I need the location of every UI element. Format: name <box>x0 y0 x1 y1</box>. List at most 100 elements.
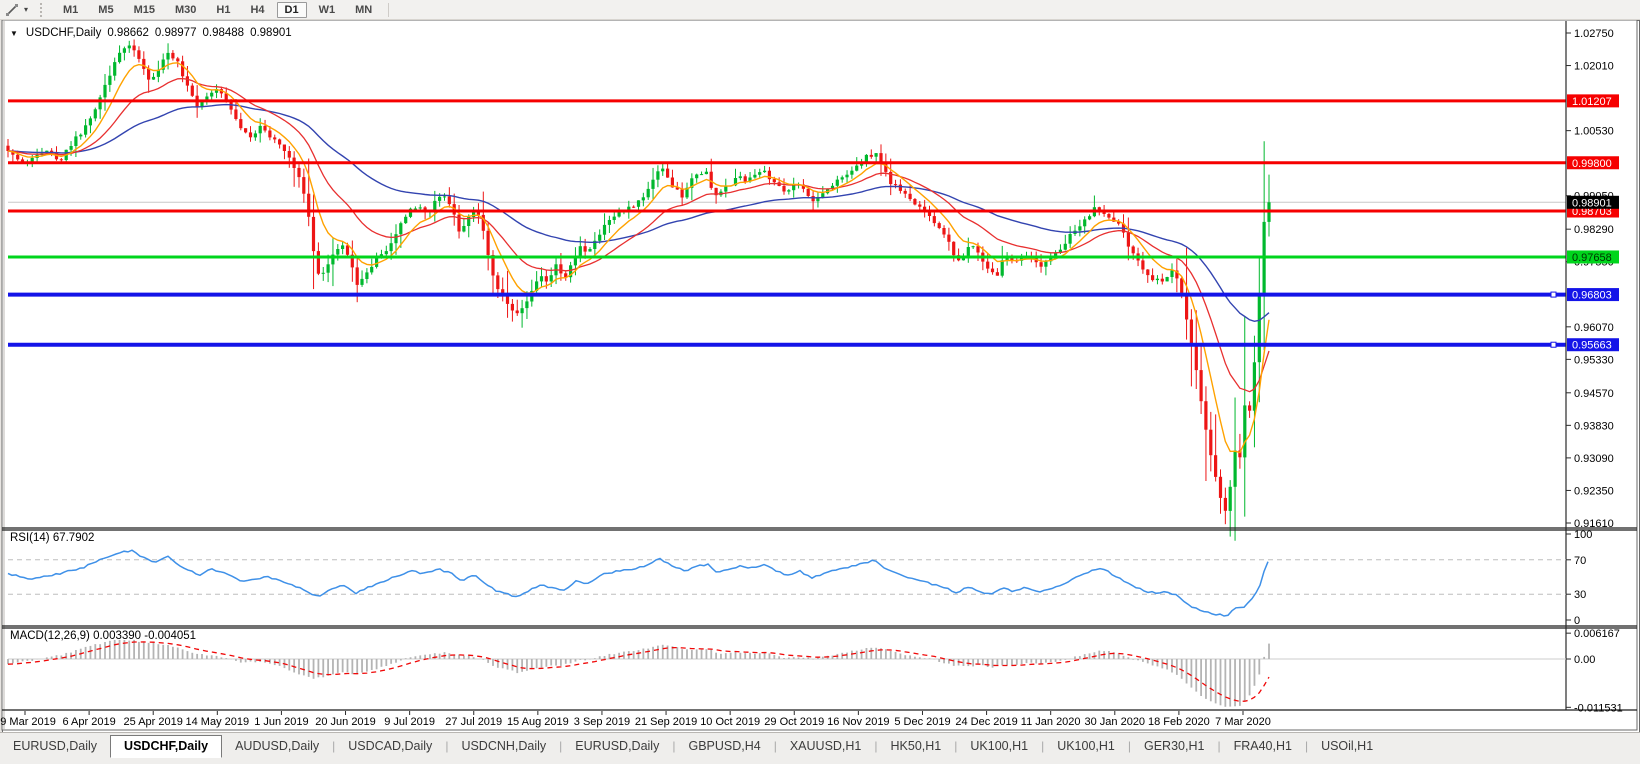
price-tick-label: 0.93090 <box>1574 453 1614 465</box>
tab-hk50-h1[interactable]: HK50,H1 <box>890 739 942 753</box>
tab-separator-icon: | <box>1304 739 1309 753</box>
macd-tick-label: -0.011531 <box>1574 702 1623 714</box>
line-handle-icon[interactable] <box>1550 291 1557 298</box>
tab-separator-icon: | <box>672 739 676 753</box>
date-tick-label: 21 Sep 2019 <box>635 716 697 728</box>
tab-uk100-h1[interactable]: UK100,H1 <box>970 739 1029 753</box>
tab-ger30-h1[interactable]: GER30,H1 <box>1144 739 1205 753</box>
price-tick-label: 0.91610 <box>1574 518 1614 530</box>
price-tick-label: 0.96070 <box>1574 322 1614 334</box>
dropdown-caret-icon[interactable]: ▾ <box>23 5 28 14</box>
tab-separator-icon: | <box>445 739 449 753</box>
toolbar-separator <box>388 2 390 17</box>
macd-indicator-label: MACD(12,26,9) 0.003390 -0.004051 <box>10 630 197 642</box>
timeframe-button-m5[interactable]: M5 <box>98 3 114 16</box>
date-tick-label: 11 Jan 2020 <box>1021 716 1081 728</box>
date-tick-label: 27 Jul 2019 <box>445 716 502 728</box>
date-tick-label: 25 Apr 2019 <box>124 716 183 728</box>
date-tick-label: 19 Mar 2019 <box>0 716 56 728</box>
tab-audusd-daily[interactable]: AUDUSD,Daily <box>235 739 320 753</box>
date-tick-label: 7 Mar 2020 <box>1215 716 1271 728</box>
tab-separator-icon: | <box>1127 739 1131 753</box>
chart-tab-bar: EURUSD,Daily USDCHF,Daily AUDUSD,Daily | USD… <box>0 732 1640 764</box>
macd-signal-line <box>7 641 1270 703</box>
line-handle-icon[interactable] <box>1550 341 1557 348</box>
ohlc-close: 0.98901 <box>250 27 292 39</box>
price-level-label-text: 0.97658 <box>1572 252 1612 264</box>
price-tick-label: 1.00530 <box>1574 126 1614 138</box>
price-level-label-box[interactable] <box>1567 156 1619 170</box>
macd-tick-label: 0.006167 <box>1574 628 1620 640</box>
rsi-tick-label: 70 <box>1574 555 1586 567</box>
ohlc-open: 0.98662 <box>107 27 149 39</box>
ohlc-low: 0.98488 <box>202 27 245 39</box>
timeframe-button-d1[interactable]: D1 <box>276 1 307 18</box>
ohlc-high: 0.98977 <box>154 27 197 39</box>
collapse-indicator-icon[interactable]: ▼ <box>10 28 18 38</box>
tab-usoil-h1[interactable]: USOil,H1 <box>1321 739 1374 753</box>
tab-usdchf-daily[interactable]: USDCHF,Daily <box>110 735 223 758</box>
timeframe-button-m15[interactable]: M15 <box>133 3 155 16</box>
timeframe-button-w1[interactable]: W1 <box>318 3 336 16</box>
tab-separator-icon: | <box>954 739 958 753</box>
price-level-label-text: 1.01207 <box>1572 96 1612 108</box>
rsi-tick-label: 100 <box>1574 529 1592 541</box>
date-tick-label: 29 Oct 2019 <box>764 716 824 728</box>
date-tick-label: 1 Jun 2019 <box>254 716 308 728</box>
date-tick-label: 24 Dec 2019 <box>955 716 1017 728</box>
rsi-tick-label: 30 <box>1574 589 1586 601</box>
timeframe-button-mn[interactable]: MN <box>355 3 373 16</box>
tab-gbpusd-h4[interactable]: GBPUSD,H4 <box>688 739 761 753</box>
date-tick-label: 30 Jan 2020 <box>1085 716 1146 728</box>
chart-symbol-period: USDCHF,Daily <box>25 27 102 39</box>
tab-separator-icon: | <box>773 739 777 753</box>
price-tick-label: 0.92350 <box>1574 485 1614 497</box>
price-level-label-box[interactable] <box>1567 94 1619 108</box>
timeframe-button-m30[interactable]: M30 <box>174 3 197 16</box>
trendline-tool-icon[interactable] <box>4 2 20 18</box>
price-tick-label: 0.93830 <box>1574 420 1614 432</box>
current-price-label-text: 0.98901 <box>1572 197 1612 209</box>
macd-histogram <box>7 639 1270 707</box>
tab-eurusd-daily[interactable]: EURUSD,Daily <box>575 739 660 753</box>
tab-usdcad-daily[interactable]: USDCAD,Daily <box>348 739 433 753</box>
price-tick-label: 1.02010 <box>1574 61 1614 73</box>
price-tick-label: 0.94570 <box>1574 388 1614 400</box>
chart-window-frame <box>1 19 1638 731</box>
timeframe-button-h1[interactable]: H1 <box>216 3 231 16</box>
tab-fra40-h1[interactable]: FRA40,H1 <box>1233 739 1292 753</box>
macd-tick-label: 0.00 <box>1574 654 1595 666</box>
price-tick-label: 0.95330 <box>1574 354 1614 366</box>
price-level-label-box[interactable] <box>1567 338 1619 352</box>
current-price-label-box[interactable] <box>1567 195 1619 209</box>
rsi-indicator-label: RSI(14) 67.7902 <box>10 532 95 544</box>
date-tick-label: 10 Oct 2019 <box>700 716 760 728</box>
date-tick-label: 3 Sep 2019 <box>574 716 630 728</box>
tab-eurusd-daily[interactable]: EURUSD,Daily <box>13 739 98 753</box>
tab-usdcnh-daily[interactable]: USDCNH,Daily <box>461 739 547 753</box>
date-tick-label: 20 Jun 2019 <box>315 716 376 728</box>
tab-separator-icon: | <box>559 739 563 753</box>
price-tick-label: 1.02750 <box>1574 28 1614 40</box>
price-tick-label: 0.98290 <box>1574 224 1614 236</box>
tab-separator-icon: | <box>1041 739 1045 753</box>
tab-separator-icon: | <box>332 739 336 753</box>
price-level-label-text: 0.98703 <box>1572 206 1612 218</box>
toolbar-grip[interactable] <box>40 2 47 17</box>
tab-xauusd-h1[interactable]: XAUUSD,H1 <box>789 739 862 753</box>
tab-separator-icon: | <box>874 739 878 753</box>
ma-mid-line <box>7 77 1270 393</box>
tab-uk100-h1[interactable]: UK100,H1 <box>1057 739 1115 753</box>
rsi-tick-label: 0 <box>1574 615 1580 627</box>
price-level-label-box[interactable] <box>1567 250 1619 264</box>
chart-title: ▼ USDCHF,Daily 0.98662 0.98977 0.98488 0… <box>10 27 292 39</box>
price-level-label-box[interactable] <box>1567 288 1619 302</box>
timeframe-button-h4[interactable]: H4 <box>250 3 265 16</box>
date-tick-label: 15 Aug 2019 <box>507 716 569 728</box>
date-tick-label: 6 Apr 2019 <box>62 716 115 728</box>
date-tick-label: 9 Jul 2019 <box>384 716 435 728</box>
date-tick-label: 14 May 2019 <box>186 716 250 728</box>
timeframe-button-m1[interactable]: M1 <box>63 3 79 16</box>
price-level-label-text: 0.96803 <box>1572 290 1612 302</box>
